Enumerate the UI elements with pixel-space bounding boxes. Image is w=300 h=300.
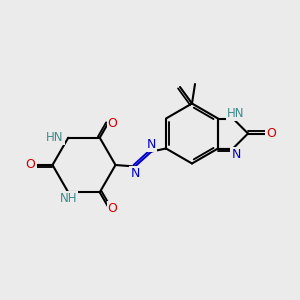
Text: N: N (231, 148, 241, 161)
Text: N: N (130, 167, 140, 180)
Text: HN: HN (46, 131, 64, 144)
Text: O: O (266, 127, 276, 140)
Text: O: O (108, 202, 117, 214)
Text: N: N (147, 138, 156, 152)
Text: HN: HN (227, 106, 245, 120)
Text: NH: NH (59, 192, 77, 206)
Text: O: O (108, 117, 117, 130)
Text: O: O (26, 158, 35, 172)
